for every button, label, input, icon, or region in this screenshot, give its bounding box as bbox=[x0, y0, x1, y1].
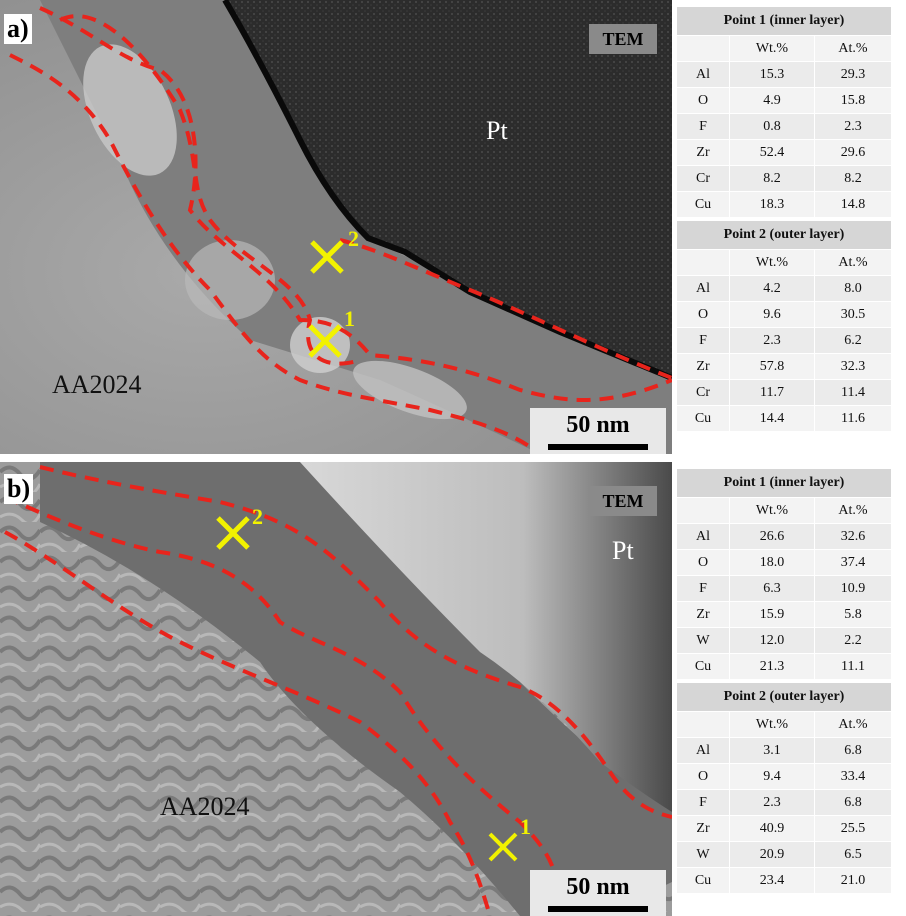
composition-tables-b: Point 1 (inner layer) Wt.% At.% Al 26.6 32.… bbox=[676, 468, 906, 894]
scale-bar bbox=[548, 906, 648, 912]
table-title: Point 2 (outer layer) bbox=[676, 220, 892, 250]
marker-1-number: 1 bbox=[520, 814, 531, 839]
table-row: F 2.3 6.8 bbox=[676, 789, 893, 816]
marker-x-2-b bbox=[216, 516, 250, 550]
table-row: O 9.6 30.5 bbox=[676, 301, 893, 328]
table-row: F 6.3 10.9 bbox=[676, 575, 893, 602]
tem-image-a bbox=[0, 0, 672, 454]
pt-region-b bbox=[300, 462, 672, 812]
scale-bar-box: 50 nm bbox=[530, 870, 666, 916]
scale-bar-label: 50 nm bbox=[566, 874, 630, 900]
table-row: Al 26.6 32.6 bbox=[676, 523, 893, 550]
table-row: W 20.9 6.5 bbox=[676, 841, 893, 868]
col-at: At.% bbox=[813, 711, 893, 738]
table-row: F 0.8 2.3 bbox=[676, 113, 893, 140]
table-point-1-b: Point 1 (inner layer) Wt.% At.% Al 26.6 32.… bbox=[676, 468, 893, 680]
col-wt: Wt.% bbox=[729, 497, 815, 524]
marker-x-1-a bbox=[308, 324, 342, 358]
tem-image-b bbox=[0, 462, 672, 916]
pt-label: Pt bbox=[612, 536, 634, 565]
coating-region-b bbox=[40, 462, 672, 916]
table-row: F 2.3 6.2 bbox=[676, 327, 893, 354]
table-row: Cr 8.2 8.2 bbox=[676, 165, 893, 192]
table-row: Al 15.3 29.3 bbox=[676, 61, 893, 88]
panel-label: a) bbox=[4, 14, 32, 44]
table-row: Cu 23.4 21.0 bbox=[676, 867, 893, 894]
col-at: At.% bbox=[813, 35, 893, 62]
table-row: Zr 57.8 32.3 bbox=[676, 353, 893, 380]
marker-x-1-b bbox=[488, 832, 518, 862]
table-row: Zr 52.4 29.6 bbox=[676, 139, 893, 166]
tem-micrograph-b bbox=[0, 462, 672, 916]
marker-2-number: 2 bbox=[252, 504, 263, 529]
inner-boundary-a bbox=[39, 6, 672, 402]
marker-1-number: 1 bbox=[344, 306, 355, 331]
col-at: At.% bbox=[813, 497, 893, 524]
outer-boundary-b bbox=[39, 465, 672, 819]
outer-boundary-a bbox=[9, 53, 542, 454]
table-row: Cu 18.3 14.8 bbox=[676, 191, 893, 218]
substrate-label: AA2024 bbox=[160, 792, 250, 821]
table-row: Zr 40.9 25.5 bbox=[676, 815, 893, 842]
table-point-1-a: Point 1 (inner layer) Wt.% At.% Al 15.3 29.… bbox=[676, 6, 893, 218]
tem-micrograph-a bbox=[0, 0, 672, 454]
inner-boundary-b bbox=[4, 495, 562, 916]
scale-bar bbox=[548, 444, 648, 450]
marker-2-number: 2 bbox=[348, 226, 359, 251]
scale-bar-label: 50 nm bbox=[566, 412, 630, 438]
col-wt: Wt.% bbox=[729, 35, 815, 62]
col-at: At.% bbox=[813, 249, 893, 276]
table-row: Cu 21.3 11.1 bbox=[676, 653, 893, 680]
pt-region-a bbox=[225, 0, 672, 378]
pt-label: Pt bbox=[486, 116, 508, 145]
panel-b: b) TEM Pt AA2024 2 1 50 nm Point 1 (inne… bbox=[0, 462, 906, 916]
table-row: Cr 11.7 11.4 bbox=[676, 379, 893, 406]
table-row: Cu 14.4 11.6 bbox=[676, 405, 893, 432]
table-row: W 12.0 2.2 bbox=[676, 627, 893, 654]
panel-label: b) bbox=[4, 474, 34, 504]
table-point-2-b: Point 2 (outer layer) Wt.% At.% Al 3.1 6.8 … bbox=[676, 682, 893, 894]
table-point-2-a: Point 2 (outer layer) Wt.% At.% Al 4.2 8.0 … bbox=[676, 220, 893, 432]
table-row: O 18.0 37.4 bbox=[676, 549, 893, 576]
table-row: O 4.9 15.8 bbox=[676, 87, 893, 114]
col-wt: Wt.% bbox=[729, 249, 815, 276]
table-row: O 9.4 33.4 bbox=[676, 763, 893, 790]
substrate-label: AA2024 bbox=[52, 370, 142, 399]
table-title: Point 1 (inner layer) bbox=[676, 468, 892, 498]
composition-tables-a: Point 1 (inner layer) Wt.% At.% Al 15.3 29.… bbox=[676, 6, 906, 432]
table-row: Al 3.1 6.8 bbox=[676, 737, 893, 764]
table-title: Point 2 (outer layer) bbox=[676, 682, 892, 712]
panel-a: a) TEM Pt AA2024 2 1 50 nm Point 1 (inne… bbox=[0, 0, 906, 454]
tem-badge: TEM bbox=[589, 486, 657, 516]
marker-x-2-a bbox=[310, 240, 344, 274]
scale-bar-box: 50 nm bbox=[530, 408, 666, 454]
table-row: Al 4.2 8.0 bbox=[676, 275, 893, 302]
table-row: Zr 15.9 5.8 bbox=[676, 601, 893, 628]
table-title: Point 1 (inner layer) bbox=[676, 6, 892, 36]
tem-badge: TEM bbox=[589, 24, 657, 54]
col-wt: Wt.% bbox=[729, 711, 815, 738]
